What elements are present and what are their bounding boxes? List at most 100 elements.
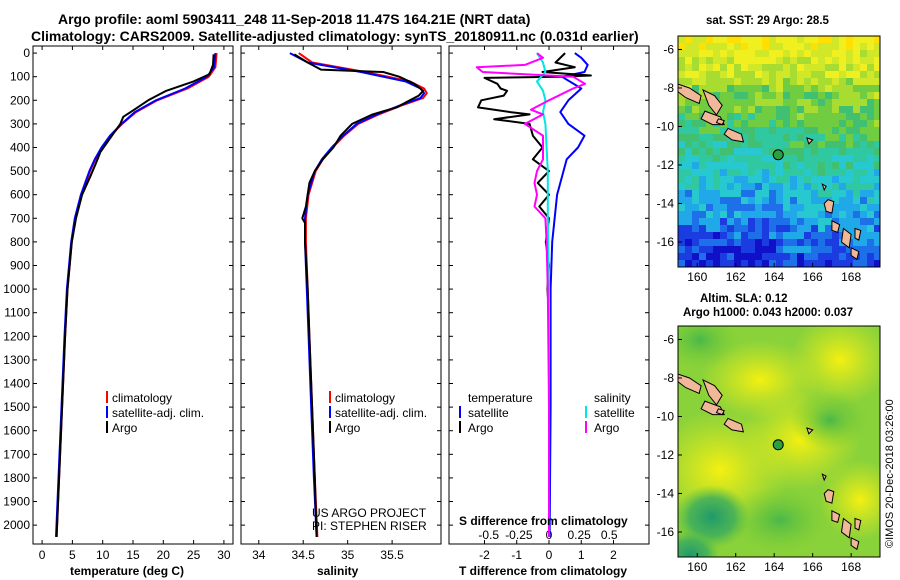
sst-pixel <box>755 232 763 240</box>
argo-position-marker <box>772 149 784 161</box>
sst-pixel <box>699 71 707 79</box>
sst-pixel <box>832 134 840 142</box>
sst-pixel <box>867 239 875 247</box>
sst-pixel <box>678 134 686 142</box>
sst-pixel <box>832 57 840 65</box>
sst-pixel <box>818 204 826 212</box>
sst-pixel <box>846 155 854 163</box>
sst-pixel <box>853 176 861 184</box>
sst-pixel <box>692 99 700 107</box>
sst-pixel <box>783 183 791 191</box>
sst-pixel <box>720 92 728 100</box>
salinity-panel <box>240 45 442 545</box>
sst-pixel <box>874 127 880 135</box>
temperature-panel <box>32 45 234 545</box>
sst-pixel <box>720 36 728 44</box>
sst-pixel <box>811 253 819 261</box>
sst-pixel <box>685 57 693 65</box>
sst-pixel <box>741 127 749 135</box>
sst-pixel <box>818 218 826 226</box>
sst-pixel <box>776 106 784 114</box>
sst-pixel <box>678 190 686 198</box>
sst-pixel <box>832 113 840 121</box>
sst-pixel <box>804 85 812 93</box>
sst-pixel <box>685 50 693 58</box>
lat-tick-label: -14 <box>657 486 675 500</box>
sst-pixel <box>741 64 749 72</box>
sst-pixel <box>790 260 798 267</box>
depth-tick-label: 2000 <box>3 518 30 532</box>
sst-pixel <box>755 225 763 233</box>
sst-pixel <box>706 204 714 212</box>
sst-pixel <box>874 92 880 100</box>
sst-pixel <box>818 127 826 135</box>
sst-pixel <box>678 253 686 261</box>
sst-pixel <box>818 64 826 72</box>
project-credit: US ARGO PROJECT <box>312 506 427 520</box>
sst-pixel <box>832 197 840 205</box>
sst-pixel <box>762 204 770 212</box>
sst-pixel <box>741 134 749 142</box>
sst-pixel <box>741 232 749 240</box>
sst-pixel <box>804 78 812 86</box>
sst-pixel <box>748 225 756 233</box>
sst-pixel <box>804 141 812 149</box>
sst-pixel <box>741 99 749 107</box>
sst-pixel <box>685 71 693 79</box>
sst-pixel <box>825 162 833 170</box>
sst-pixel <box>867 162 875 170</box>
sst-pixel <box>825 148 833 156</box>
sst-pixel <box>853 85 861 93</box>
sst-pixel <box>776 183 784 191</box>
sst-pixel <box>678 218 686 226</box>
sst-pixel <box>699 253 707 261</box>
sst-pixel <box>853 134 861 142</box>
sst-pixel <box>706 225 714 233</box>
sst-pixel <box>853 183 861 191</box>
sst-pixel <box>874 190 880 198</box>
sst-pixel <box>748 141 756 149</box>
sst-pixel <box>685 204 693 212</box>
sst-pixel <box>790 183 798 191</box>
sst-pixel <box>867 106 875 114</box>
legend-swatch-climatology <box>329 391 331 403</box>
lon-tick-label: 168 <box>841 560 861 574</box>
sst-pixel <box>811 190 819 198</box>
x-tick-label: 0 <box>39 548 46 562</box>
legend-t-satellite: satellite <box>468 406 509 420</box>
sst-pixel <box>790 43 798 51</box>
sst-pixel <box>734 71 742 79</box>
sst-pixel <box>678 246 686 254</box>
sst-pixel <box>846 99 854 107</box>
sst-pixel <box>713 190 721 198</box>
sst-pixel <box>853 239 861 247</box>
sst-pixel <box>692 246 700 254</box>
sst-pixel <box>734 253 742 261</box>
sst-pixel <box>811 239 819 247</box>
sst-pixel <box>706 176 714 184</box>
sst-pixel <box>860 50 868 58</box>
sst-pixel <box>741 190 749 198</box>
sst-pixel <box>867 141 875 149</box>
sst-pixel <box>790 106 798 114</box>
series-line-argo <box>55 54 215 537</box>
sst-pixel <box>860 92 868 100</box>
island <box>840 517 852 539</box>
series-line-argo <box>293 53 425 537</box>
sst-pixel <box>727 218 735 226</box>
sst-pixel <box>776 253 784 261</box>
sst-pixel <box>727 71 735 79</box>
sst-pixel <box>867 113 875 121</box>
sst-pixel <box>818 141 826 149</box>
sst-pixel <box>832 162 840 170</box>
sst-pixel <box>727 92 735 100</box>
sst-pixel <box>867 169 875 177</box>
sst-pixel <box>762 99 770 107</box>
sst-pixel <box>727 260 735 267</box>
sst-pixel <box>706 169 714 177</box>
sst-pixel <box>769 127 777 135</box>
sst-pixel <box>769 92 777 100</box>
sst-pixel <box>797 155 805 163</box>
sst-pixel <box>874 134 880 142</box>
sst-pixel <box>804 183 812 191</box>
